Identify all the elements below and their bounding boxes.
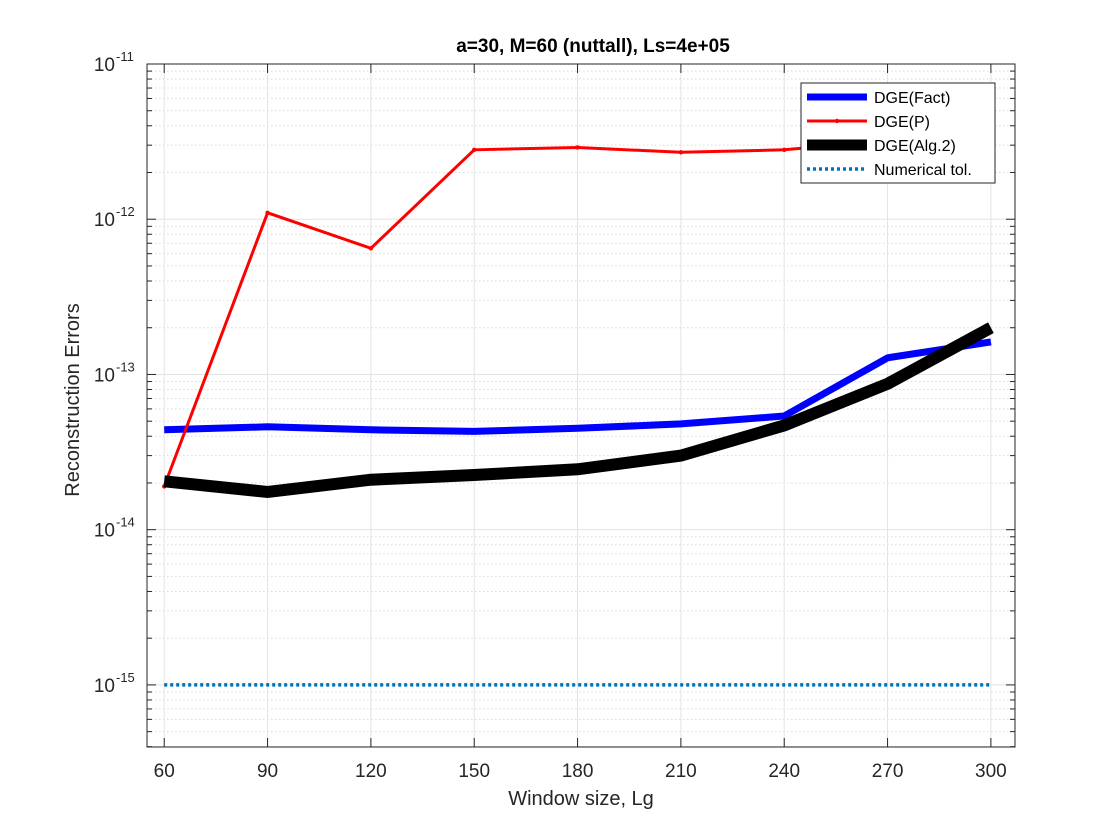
series-point xyxy=(782,147,787,153)
y-tick-label: 10 xyxy=(94,55,115,76)
series-line-0 xyxy=(164,338,992,435)
series-point xyxy=(368,246,374,251)
y-tick-exponent: -11 xyxy=(116,49,134,64)
series-point xyxy=(472,147,477,153)
x-tick-label: 180 xyxy=(562,761,594,782)
x-axis-title: Window size, Lg xyxy=(508,788,654,810)
legend-label: Numerical tol. xyxy=(874,162,972,179)
y-tick-exponent: -14 xyxy=(116,515,135,530)
y-tick-label: 10 xyxy=(94,365,115,386)
x-tick-label: 210 xyxy=(665,761,697,782)
x-tick-label: 300 xyxy=(975,761,1007,782)
legend-marker xyxy=(834,118,840,124)
y-tick-label: 10 xyxy=(94,210,115,231)
y-tick-exponent: -13 xyxy=(116,359,135,374)
x-tick-label: 270 xyxy=(872,761,904,782)
plot-frame xyxy=(146,63,1016,748)
series-point xyxy=(575,145,580,150)
tick-marks xyxy=(147,63,1015,748)
y-tick-exponent: -12 xyxy=(116,204,135,219)
series-point xyxy=(265,210,270,216)
legend-label: DGE(Fact) xyxy=(874,90,950,107)
x-tick-label: 60 xyxy=(154,761,175,782)
legend: DGE(Fact) DGE(P) DGE(Alg.2) Numerical tol. xyxy=(800,82,996,184)
minor-grid xyxy=(147,70,1015,748)
y-tick-label: 10 xyxy=(94,676,115,697)
legend-label: DGE(P) xyxy=(874,114,930,131)
y-tick-label: 10 xyxy=(94,521,115,542)
x-tick-label: 120 xyxy=(355,761,387,782)
y-tick-exponent: -15 xyxy=(116,670,135,685)
legend-label: DGE(Alg.2) xyxy=(874,138,956,155)
x-tick-labels: 60 90 120 150 180 210 240 270 300 xyxy=(154,761,1007,782)
x-tick-label: 150 xyxy=(458,761,490,782)
chart-title: a=30, M=60 (nuttall), Ls=4e+05 xyxy=(456,36,730,57)
x-tick-label: 90 xyxy=(257,761,278,782)
series-line-2 xyxy=(163,322,994,499)
x-tick-label: 240 xyxy=(768,761,800,782)
series-point xyxy=(678,150,684,155)
y-axis-title: Reconstruction Errors xyxy=(62,303,84,496)
